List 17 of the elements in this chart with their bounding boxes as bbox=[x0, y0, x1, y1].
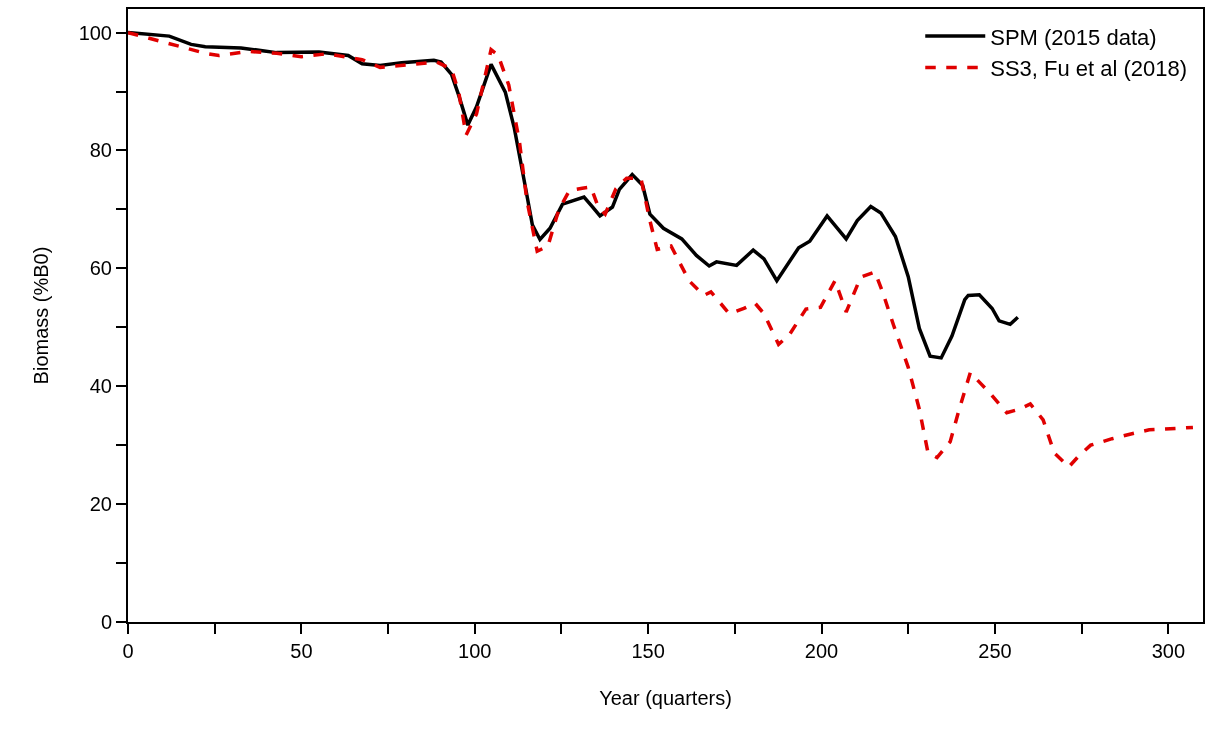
x-tick-label: 50 bbox=[290, 640, 313, 662]
x-tick-label: 250 bbox=[978, 640, 1012, 662]
y-tick-label: 40 bbox=[89, 375, 112, 398]
y-tick-label: 60 bbox=[89, 257, 112, 280]
y-tick-label: 100 bbox=[78, 21, 112, 44]
x-tick-label: 150 bbox=[631, 640, 665, 662]
y-tick-label: 80 bbox=[89, 139, 112, 162]
x-tick-label: 300 bbox=[1151, 640, 1186, 662]
legend-label: SS3, Fu et al (2018) bbox=[990, 56, 1188, 82]
y-axis-title: Biomass (%B0) bbox=[29, 246, 52, 385]
y-tick-label: 0 bbox=[100, 611, 112, 633]
x-tick-label: 100 bbox=[458, 640, 492, 662]
y-tick-label: 20 bbox=[89, 493, 112, 516]
x-tick-label: 200 bbox=[804, 640, 839, 662]
legend-label: SPM (2015 data) bbox=[990, 24, 1157, 50]
x-tick-label: 0 bbox=[122, 640, 134, 662]
x-axis-title: Year (quarters) bbox=[599, 687, 732, 709]
